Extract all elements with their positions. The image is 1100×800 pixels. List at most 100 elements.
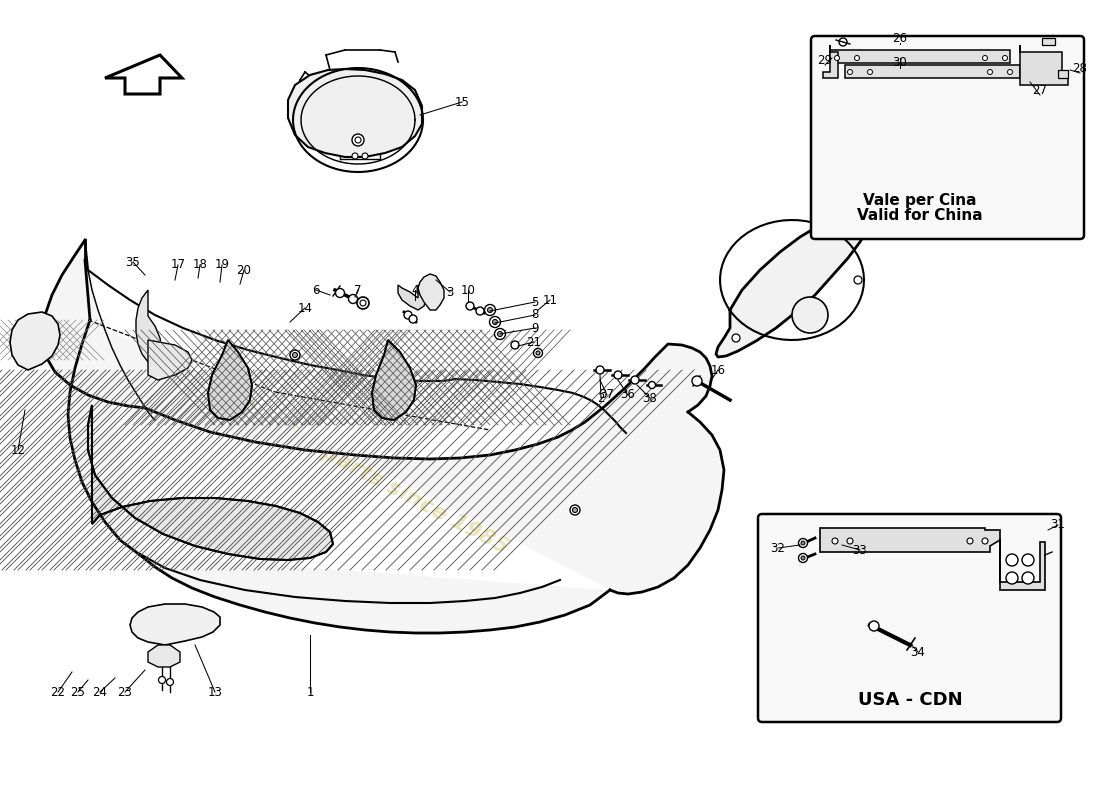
Circle shape xyxy=(352,134,364,146)
Polygon shape xyxy=(830,50,1010,63)
Circle shape xyxy=(572,507,578,513)
Circle shape xyxy=(166,678,174,686)
Text: 4: 4 xyxy=(411,283,419,297)
Text: 37: 37 xyxy=(600,389,615,402)
Circle shape xyxy=(839,38,847,46)
Text: Vale per Cina: Vale per Cina xyxy=(864,193,977,207)
Circle shape xyxy=(512,341,519,349)
Circle shape xyxy=(466,302,474,310)
Circle shape xyxy=(988,70,992,74)
Circle shape xyxy=(1002,55,1008,61)
Circle shape xyxy=(868,70,872,74)
Text: 24: 24 xyxy=(92,686,108,698)
Polygon shape xyxy=(148,645,180,667)
Text: 25: 25 xyxy=(70,686,86,698)
Circle shape xyxy=(404,311,412,319)
Polygon shape xyxy=(208,340,252,420)
Circle shape xyxy=(801,556,805,560)
Polygon shape xyxy=(88,405,333,560)
Circle shape xyxy=(158,677,165,683)
Text: 3: 3 xyxy=(447,286,453,298)
Text: 32: 32 xyxy=(771,542,785,554)
Text: 34: 34 xyxy=(911,646,925,658)
Circle shape xyxy=(476,307,484,315)
Circle shape xyxy=(290,350,300,360)
Text: 36: 36 xyxy=(620,389,636,402)
Polygon shape xyxy=(823,45,838,78)
Circle shape xyxy=(855,55,859,61)
Circle shape xyxy=(649,382,656,389)
Text: 22: 22 xyxy=(51,686,66,698)
Circle shape xyxy=(352,153,358,159)
Text: 12: 12 xyxy=(11,443,25,457)
Text: 26: 26 xyxy=(892,31,907,45)
Circle shape xyxy=(1008,70,1012,74)
Text: 6: 6 xyxy=(312,283,320,297)
Circle shape xyxy=(534,349,542,358)
Circle shape xyxy=(570,505,580,515)
Text: 1: 1 xyxy=(306,686,313,698)
Circle shape xyxy=(792,297,828,333)
Circle shape xyxy=(355,137,361,143)
Circle shape xyxy=(358,297,368,309)
Polygon shape xyxy=(148,340,192,380)
Text: 18: 18 xyxy=(192,258,208,271)
Circle shape xyxy=(854,276,862,284)
Polygon shape xyxy=(130,604,220,645)
Circle shape xyxy=(596,366,604,374)
Circle shape xyxy=(732,334,740,342)
Polygon shape xyxy=(820,528,1045,590)
Circle shape xyxy=(869,621,879,631)
Text: 7: 7 xyxy=(354,283,362,297)
Text: 16: 16 xyxy=(711,363,726,377)
Text: 17: 17 xyxy=(170,258,186,271)
Text: Valid for China: Valid for China xyxy=(857,207,982,222)
Circle shape xyxy=(360,300,366,306)
Circle shape xyxy=(1006,554,1018,566)
Text: 8: 8 xyxy=(531,309,539,322)
Circle shape xyxy=(801,541,805,545)
Text: 9: 9 xyxy=(531,322,539,334)
Text: USA - CDN: USA - CDN xyxy=(858,691,962,709)
Text: 27: 27 xyxy=(1033,83,1047,97)
Circle shape xyxy=(487,307,493,313)
Text: 35: 35 xyxy=(125,255,141,269)
Circle shape xyxy=(495,329,506,339)
Circle shape xyxy=(982,55,988,61)
Polygon shape xyxy=(716,208,870,357)
Circle shape xyxy=(1022,554,1034,566)
Circle shape xyxy=(799,538,807,547)
Polygon shape xyxy=(372,340,416,420)
Polygon shape xyxy=(418,274,444,310)
Text: 31: 31 xyxy=(1050,518,1066,531)
Text: 15: 15 xyxy=(454,95,470,109)
Circle shape xyxy=(493,319,497,325)
FancyBboxPatch shape xyxy=(811,36,1084,239)
Circle shape xyxy=(967,538,974,544)
Text: a passion for parts since 1985: a passion for parts since 1985 xyxy=(168,362,512,558)
Circle shape xyxy=(847,538,852,544)
Text: 21: 21 xyxy=(527,335,541,349)
Polygon shape xyxy=(1058,70,1068,78)
Circle shape xyxy=(336,289,344,298)
Polygon shape xyxy=(42,240,724,633)
Circle shape xyxy=(614,371,622,379)
FancyBboxPatch shape xyxy=(758,514,1062,722)
Polygon shape xyxy=(398,285,426,310)
Circle shape xyxy=(293,353,297,358)
Circle shape xyxy=(536,351,540,355)
Polygon shape xyxy=(288,69,422,157)
Circle shape xyxy=(362,153,369,159)
Text: 28: 28 xyxy=(1072,62,1088,74)
Circle shape xyxy=(832,538,838,544)
Circle shape xyxy=(835,55,839,61)
Text: 19: 19 xyxy=(214,258,230,271)
Text: 20: 20 xyxy=(236,263,252,277)
Text: 29: 29 xyxy=(817,54,833,66)
Text: 38: 38 xyxy=(642,391,658,405)
Circle shape xyxy=(847,70,852,74)
Text: 11: 11 xyxy=(542,294,558,306)
Text: 30: 30 xyxy=(892,57,907,70)
Text: 10: 10 xyxy=(461,283,475,297)
Polygon shape xyxy=(10,312,60,370)
